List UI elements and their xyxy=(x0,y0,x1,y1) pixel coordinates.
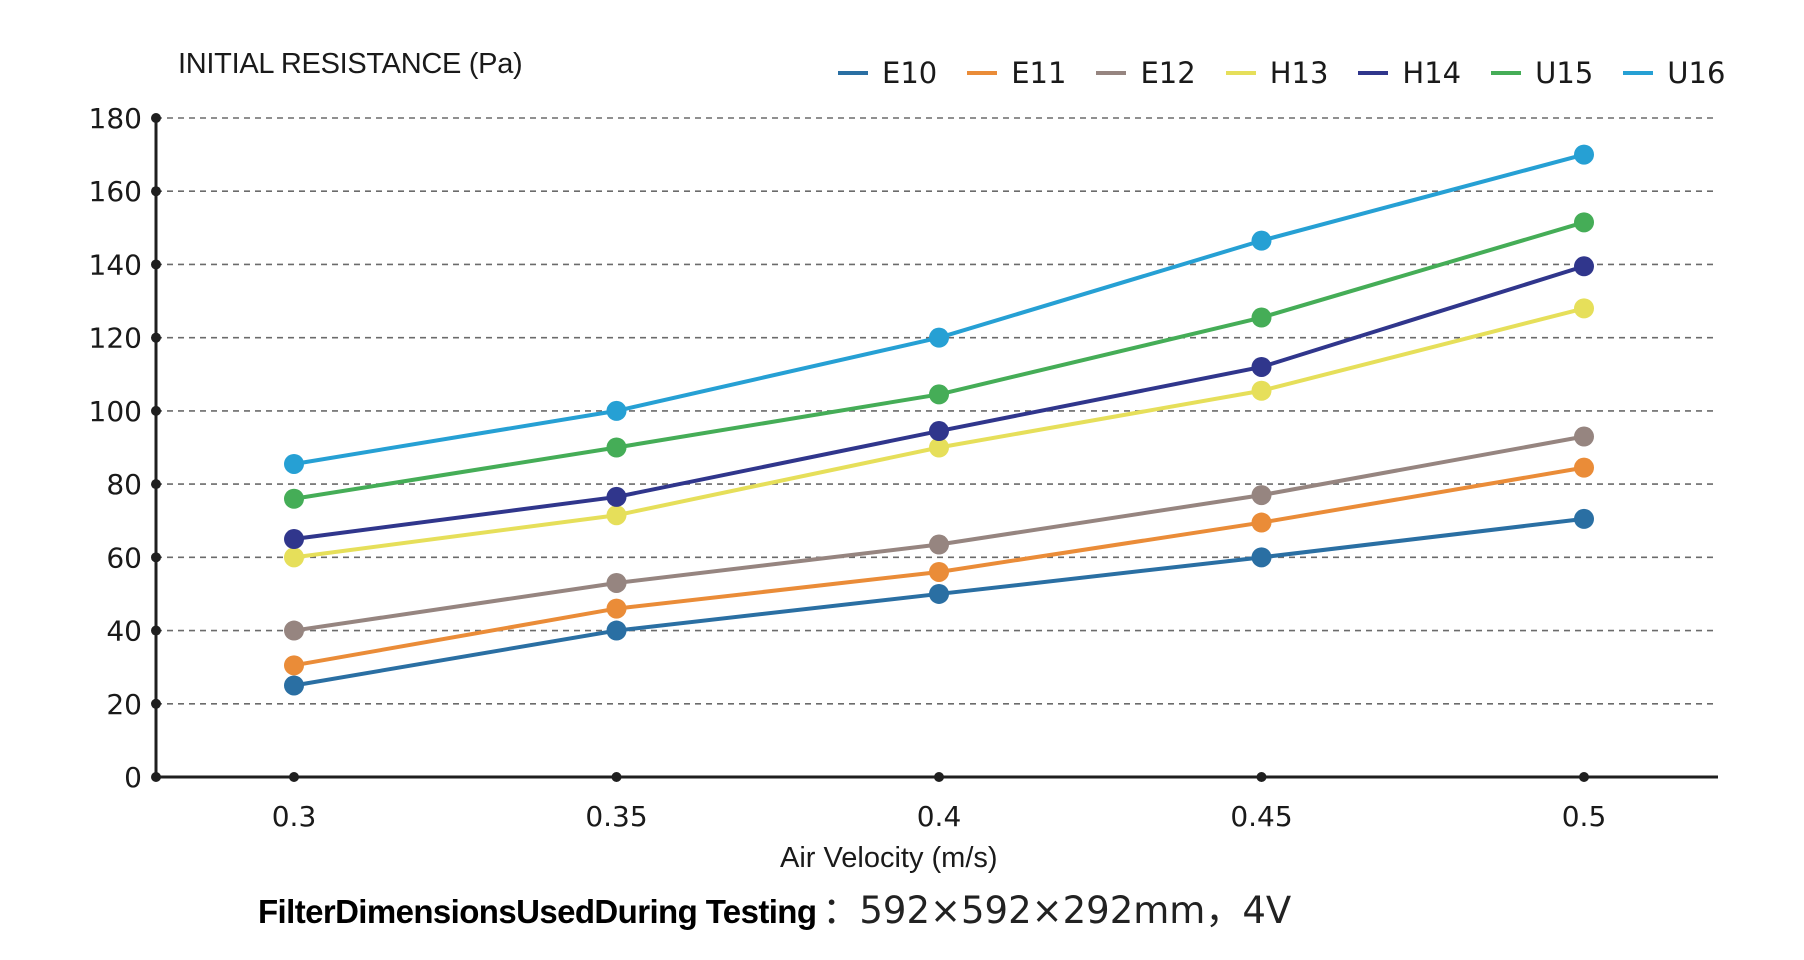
footnote: FilterDimensionsUsedDuring Testing ：592×… xyxy=(258,880,1291,934)
data-point-e10 xyxy=(284,675,304,696)
data-point-u15 xyxy=(1574,212,1594,233)
data-point-u16 xyxy=(606,400,627,421)
legend-swatch-u16 xyxy=(1623,71,1654,75)
legend-item-u15: U15 xyxy=(1491,56,1593,90)
data-point-u15 xyxy=(284,488,304,509)
legend: E10 E11 E12 H13 H14 U15 U16 xyxy=(838,56,1755,90)
legend-swatch-u15 xyxy=(1491,71,1522,75)
legend-item-u16: U16 xyxy=(1623,56,1725,90)
legend-swatch-e12 xyxy=(1096,71,1127,75)
data-point-e10 xyxy=(606,620,627,641)
data-point-e10 xyxy=(929,583,949,604)
x-axis-title: Air Velocity (m/s) xyxy=(780,842,998,874)
data-point-e11 xyxy=(606,598,627,619)
series-lines xyxy=(284,144,1594,696)
y-tick-label: 140 xyxy=(89,248,142,281)
legend-label-e12: E12 xyxy=(1140,56,1196,90)
legend-item-h13: H13 xyxy=(1225,56,1329,90)
x-tick-dot-0.4 xyxy=(934,772,944,782)
data-point-h14 xyxy=(606,486,627,507)
data-point-e10 xyxy=(1574,508,1594,529)
legend-label-u15: U15 xyxy=(1535,56,1594,90)
y-tick-label: 0 xyxy=(124,761,142,794)
x-tick-label: 0.45 xyxy=(1230,800,1292,833)
x-tick-label: 0.4 xyxy=(917,800,962,833)
data-point-u16 xyxy=(1251,230,1272,251)
data-point-u16 xyxy=(284,453,304,474)
data-point-h14 xyxy=(1251,356,1272,377)
gridlines xyxy=(156,117,1718,705)
series-u15 xyxy=(284,212,1594,509)
data-point-e11 xyxy=(1251,512,1272,533)
data-point-h13 xyxy=(929,437,949,458)
data-point-u15 xyxy=(606,437,627,458)
series-e11 xyxy=(284,457,1594,676)
x-tick-dot-0.35 xyxy=(611,772,622,782)
data-point-e11 xyxy=(1574,457,1594,478)
x-tick-dot-0.45 xyxy=(1256,772,1267,782)
y-axis-title: INITIAL RESISTANCE (Pa) xyxy=(178,48,523,80)
legend-swatch-e10 xyxy=(838,71,868,75)
series-h13 xyxy=(284,298,1594,568)
y-tick-label: 60 xyxy=(106,541,142,574)
y-tick-label: 180 xyxy=(89,102,142,135)
data-point-e12 xyxy=(1574,426,1594,447)
y-tick-label: 80 xyxy=(106,468,142,501)
data-point-e10 xyxy=(1251,547,1272,568)
data-point-e12 xyxy=(1251,485,1272,506)
legend-label-u16: U16 xyxy=(1667,56,1726,90)
legend-label-e11: E11 xyxy=(1011,56,1067,90)
legend-item-e10: E10 xyxy=(838,56,937,90)
legend-label-h14: H14 xyxy=(1402,56,1462,90)
legend-swatch-h14 xyxy=(1358,71,1389,75)
data-point-h14 xyxy=(1574,256,1594,277)
data-point-u15 xyxy=(929,384,949,405)
series-h14 xyxy=(284,256,1594,550)
x-tick-dot-0.3 xyxy=(289,772,299,782)
data-point-e11 xyxy=(284,655,304,676)
data-point-e12 xyxy=(284,620,304,641)
legend-item-e11: E11 xyxy=(967,56,1066,90)
footnote-value: ：592×592×292mm，4V xyxy=(822,889,1292,932)
x-tick-dot-0.5 xyxy=(1579,772,1589,782)
data-point-h13 xyxy=(284,547,304,568)
x-tick-label: 0.5 xyxy=(1562,800,1607,833)
legend-swatch-e11 xyxy=(967,71,998,75)
y-tick-label: 40 xyxy=(106,615,142,648)
data-point-e12 xyxy=(929,534,949,555)
y-tick-label: 120 xyxy=(89,322,142,355)
series-e12 xyxy=(284,426,1594,641)
legend-label-e10: E10 xyxy=(882,56,938,90)
legend-item-h14: H14 xyxy=(1358,56,1461,90)
y-tick-label: 160 xyxy=(89,175,142,208)
data-point-u15 xyxy=(1251,307,1272,328)
y-tick-label: 100 xyxy=(89,395,142,428)
data-point-u16 xyxy=(1574,144,1594,165)
data-point-h13 xyxy=(606,505,627,526)
x-tick-label: 0.3 xyxy=(272,800,317,833)
data-point-u16 xyxy=(929,327,949,348)
series-e10 xyxy=(284,508,1594,696)
axes: 0 20 40 60 80 100 120 140 160 180 0.3 0.35 0.4 0.45 0.… xyxy=(89,102,1718,833)
data-point-h14 xyxy=(284,529,304,550)
series-line-u16 xyxy=(292,152,1586,466)
legend-label-h13: H13 xyxy=(1269,56,1329,90)
legend-item-e12: E12 xyxy=(1096,56,1196,90)
data-point-h14 xyxy=(929,421,949,442)
data-point-e11 xyxy=(929,561,949,582)
series-u16 xyxy=(284,144,1594,474)
y-tick-label: 20 xyxy=(106,688,142,721)
legend-swatch-h13 xyxy=(1225,71,1256,75)
data-point-e12 xyxy=(606,572,627,593)
data-point-h13 xyxy=(1574,298,1594,319)
x-tick-label: 0.35 xyxy=(585,800,647,833)
data-point-h13 xyxy=(1251,380,1272,401)
footnote-label: FilterDimensionsUsedDuring Testing xyxy=(258,893,817,930)
